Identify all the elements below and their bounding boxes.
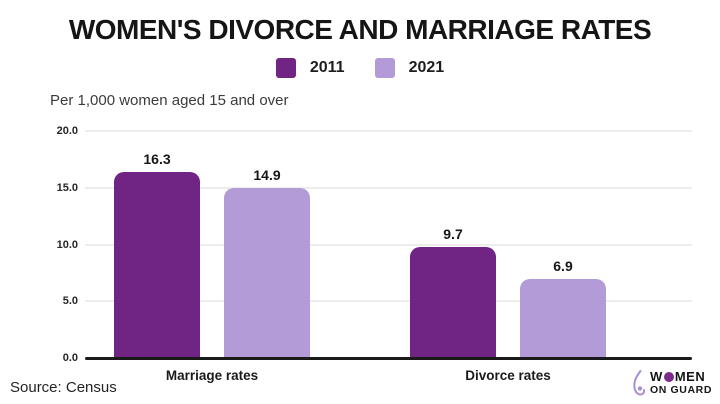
- brand-logo: W MEN ON GUARD: [631, 368, 712, 398]
- bar-value-label: 16.3: [143, 151, 171, 167]
- y-axis-tick-label: 15.0: [56, 181, 78, 194]
- bar-value-label: 6.9: [553, 257, 573, 274]
- bar-value-label: 9.7: [443, 225, 463, 242]
- brand-text: W MEN ON GUARD: [650, 370, 712, 396]
- gridline: [85, 130, 692, 132]
- legend-swatch-2021: [374, 58, 395, 78]
- bar-2021-divorce-rates: [520, 278, 606, 357]
- bar-2021-marriage-rates: [224, 187, 310, 357]
- woman-flame-icon: [633, 370, 646, 396]
- legend-label-2011: 2011: [309, 59, 345, 76]
- bar-2011-divorce-rates: [410, 246, 496, 357]
- source-note: Source: Census: [10, 379, 117, 396]
- logo-o-icon: [663, 371, 674, 382]
- y-axis-tick-label: 10.0: [56, 238, 78, 251]
- gridline: [85, 186, 692, 189]
- legend-swatch-2011: [275, 58, 296, 78]
- chart-subtitle: Per 1,000 women aged 15 and over: [50, 92, 289, 109]
- brand-tagline: ON GUARD: [650, 384, 712, 397]
- bar-value-label: 14.9: [253, 166, 281, 183]
- bar-2011-marriage-rates: [114, 172, 200, 357]
- y-axis-tick-label: 5.0: [62, 295, 78, 308]
- legend-label-2021: 2021: [408, 59, 445, 76]
- legend-item-2011: 2011: [275, 58, 345, 78]
- plot-area: 20.0 15.0 10.0 5.0 0.0 16.3 14.9 Marriage rates…: [57, 125, 692, 383]
- legend-item-2021: 2021: [374, 58, 445, 78]
- brand-name-pre: W: [650, 369, 663, 385]
- y-axis-tick-label: 20.0: [56, 125, 78, 137]
- x-axis-category-label: Divorce rates: [465, 368, 551, 383]
- gridline: [85, 300, 692, 303]
- x-axis-category-label: Marriage rates: [165, 368, 259, 383]
- chart-title: WOMEN'S DIVORCE AND MARRIAGE RATES: [68, 14, 652, 45]
- y-axis-tick-label: 0.0: [62, 352, 78, 364]
- x-axis-line: [85, 357, 692, 360]
- gridline: [85, 243, 692, 246]
- chart-legend: 2011 2021: [0, 58, 720, 78]
- brand-name-post: MEN: [674, 369, 706, 385]
- brand-name: W MEN: [650, 370, 712, 383]
